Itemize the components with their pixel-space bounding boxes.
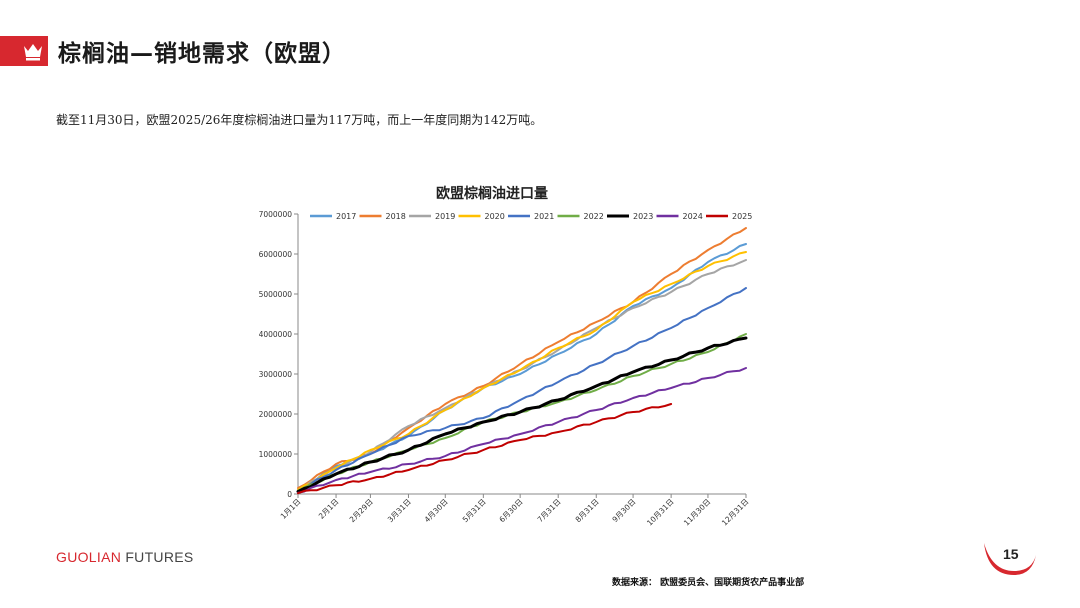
page-number-badge-icon <box>984 543 1036 575</box>
brand-suffix: FUTURES <box>121 549 194 565</box>
slide-subtitle: 截至11月30日，欧盟2025/26年度棕榈油进口量为117万吨，而上一年度同期… <box>56 113 543 127</box>
series-line-2023 <box>296 336 748 494</box>
legend-label-2024: 2024 <box>683 212 703 221</box>
y-tick-label: 3000000 <box>259 370 293 379</box>
plot-area: 0 1000000 2000000 3000000 4000000 5000000 6000… <box>259 210 751 528</box>
legend-label-2025: 2025 <box>732 212 752 221</box>
series-line-2024 <box>297 367 747 494</box>
x-tick-label: 7月31日 <box>536 497 563 524</box>
x-tick-label: 1月1日 <box>279 497 303 521</box>
legend-label-2020: 2020 <box>485 212 505 221</box>
x-tick-label: 12月31日 <box>720 497 750 527</box>
y-tick-label: 0 <box>287 490 292 499</box>
x-tick-label: 4月30日 <box>423 497 450 524</box>
series-line-2025 <box>297 403 673 495</box>
legend-label-2021: 2021 <box>534 212 554 221</box>
legend-label-2022: 2022 <box>584 212 604 221</box>
brand-logo-text: GUOLIAN FUTURES <box>56 549 194 565</box>
legend-label-2018: 2018 <box>386 212 406 221</box>
y-tick-label: 5000000 <box>259 290 293 299</box>
series-line-2021 <box>297 287 747 492</box>
legend-label-2023: 2023 <box>633 212 653 221</box>
slide-title: 棕榈油—销地需求（欧盟） <box>58 41 346 67</box>
y-tick-label: 2000000 <box>259 410 293 419</box>
x-tick-label: 5月31日 <box>461 497 488 524</box>
x-tick-label: 8月31日 <box>574 497 601 524</box>
chart-title: 欧盟棕榈油进口量 <box>436 185 548 202</box>
title-accent-bar <box>0 36 48 66</box>
y-tick-label: 7000000 <box>259 210 293 219</box>
brand-name: GUOLIAN <box>56 549 122 565</box>
page-number: 15 <box>1003 546 1019 562</box>
legend-label-2019: 2019 <box>435 212 455 221</box>
x-tick-label: 2月1日 <box>317 497 341 521</box>
data-source: 数据来源： 欧盟委员会、国联期货农产品事业部 <box>612 578 805 588</box>
chart-legend: 2017 2018 2019 2020 2021 2022 2023 2024 2025 <box>310 212 752 221</box>
x-tick-label: 11月30日 <box>682 497 712 527</box>
x-tick-label: 6月30日 <box>497 497 524 524</box>
x-tick-label: 3月31日 <box>386 497 413 524</box>
crown-icon <box>24 44 42 61</box>
x-tick-label: 9月30日 <box>610 497 637 524</box>
x-tick-label: 2月29日 <box>348 497 375 524</box>
chart: 欧盟棕榈油进口量 2017 2018 2019 2020 2021 2022 2023 202… <box>259 185 753 528</box>
y-tick-label: 1000000 <box>259 450 293 459</box>
y-tick-label: 6000000 <box>259 250 293 259</box>
x-tick-label: 10月31日 <box>645 497 675 527</box>
y-tick-label: 4000000 <box>259 330 293 339</box>
series-line-2020 <box>297 251 747 491</box>
legend-label-2017: 2017 <box>336 212 356 221</box>
